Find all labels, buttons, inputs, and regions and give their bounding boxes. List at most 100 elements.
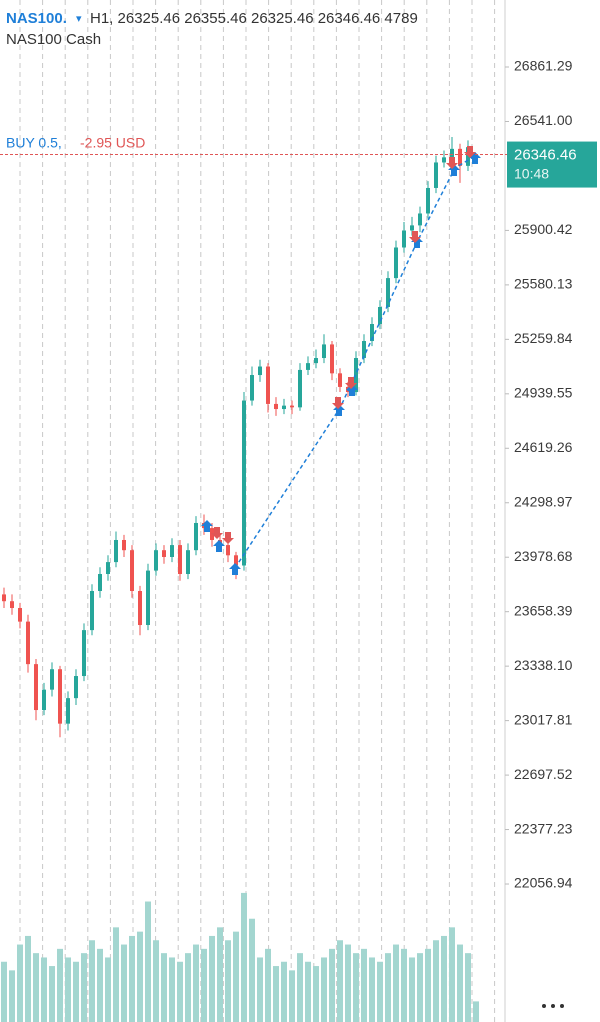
candle-body [410,225,414,231]
candle-body [354,358,358,393]
volume-bar [457,944,463,1022]
candle-body [18,608,22,622]
trade-layer [201,146,481,575]
candle-body [242,400,246,566]
volume-bar [425,948,431,1022]
volume-bar [193,944,199,1022]
menu-dot [551,1004,555,1008]
volume-bar [177,961,183,1022]
volume-layer [1,892,479,1022]
sell-marker [222,532,234,544]
volume-bar [105,957,111,1022]
candle-body [146,570,150,626]
buy-marker [213,540,225,552]
volume-bar [201,948,207,1022]
candle-body [458,148,462,166]
volume-bar [297,953,303,1022]
candle-body [170,545,174,557]
candle-body [442,157,446,163]
candle-body [282,405,286,410]
symbol[interactable]: NAS100. [6,10,67,27]
volume-bar [353,953,359,1022]
y-tick-label: 24939.55 [514,385,573,401]
candle-body [162,550,166,557]
candle-body [250,375,254,401]
volume-bar [233,931,239,1022]
volume-bar [273,966,279,1022]
candle-body [130,550,134,592]
candle-body [298,369,302,408]
volume-bar [41,957,47,1022]
volume-bar [9,970,15,1022]
volume-bar [65,957,71,1022]
candle-body [450,148,454,158]
volume-bar [97,948,103,1022]
volume-bar [289,970,295,1022]
volume-bar [369,957,375,1022]
volume-bar [409,957,415,1022]
candle-body [122,539,126,551]
candle-body [306,363,310,370]
volume-bar [49,966,55,1022]
volume-bar [57,948,63,1022]
candle-body [426,187,430,214]
candle-body [338,373,342,387]
candle-layer [2,136,478,738]
volume-bar [393,944,399,1022]
ohlc-header: H1, 26325.46 26355.46 26325.46 26346.46 … [90,10,418,27]
sell-marker [332,397,344,409]
volume-bar [161,953,167,1022]
y-tick-label: 23338.10 [514,657,573,673]
volume-bar [33,953,39,1022]
y-tick-label: 25900.42 [514,221,573,237]
candle-body [362,341,366,359]
volume-bar [401,948,407,1022]
candle-body [50,669,54,690]
y-tick-label: 22056.94 [514,875,573,891]
symbol-menu[interactable]: ▾ [76,13,82,25]
volume-bar [185,953,191,1022]
buy-marker [229,563,241,575]
y-tick-label: 23978.68 [514,548,573,564]
candle-body [274,403,278,410]
candle-body [42,689,46,711]
position-label[interactable]: BUY 0.5, [6,135,62,151]
volume-bar [169,957,175,1022]
more-menu[interactable] [542,1004,564,1008]
volume-bar [321,957,327,1022]
y-tick-label: 25259.84 [514,330,573,346]
volume-bar [209,935,215,1022]
y-tick-label: 26541.00 [514,112,573,128]
candle-body [66,698,70,724]
volume-bar [433,940,439,1022]
position-pnl[interactable]: -2.95 USD [80,135,145,151]
buy-marker [201,520,213,532]
candle-body [226,545,230,556]
candle-body [402,230,406,248]
candle-body [290,405,294,408]
candle-body [194,522,198,551]
volume-bar [121,944,127,1022]
volume-bar [265,948,271,1022]
menu-dot [560,1004,564,1008]
volume-bar [241,892,247,1022]
volume-bar [377,961,383,1022]
candle-body [106,562,110,574]
sell-marker [409,231,421,243]
y-tick-label: 23017.81 [514,711,573,727]
volume-bar [217,927,223,1022]
volume-bar [449,927,455,1022]
y-tick-label: 22697.52 [514,766,573,782]
y-tick-label: 23658.39 [514,602,573,618]
volume-bar [89,940,95,1022]
candle-body [466,147,470,166]
candle-body [234,555,238,566]
candle-body [378,307,382,325]
y-tick-label: 24298.97 [514,493,573,509]
volume-bar [17,944,23,1022]
volume-bar [225,940,231,1022]
candle-body [258,366,262,376]
